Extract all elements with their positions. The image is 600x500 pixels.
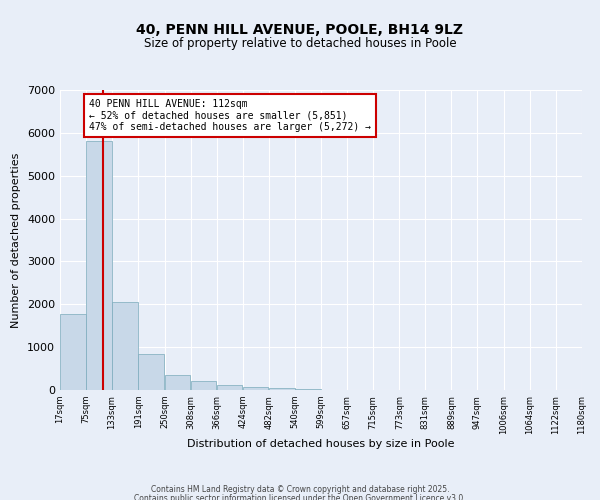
Bar bbox=[165, 374, 190, 390]
Bar bbox=[86, 140, 112, 390]
X-axis label: Distribution of detached houses by size in Poole: Distribution of detached houses by size … bbox=[187, 440, 455, 450]
Bar bbox=[295, 389, 321, 390]
Text: Contains HM Land Registry data © Crown copyright and database right 2025.: Contains HM Land Registry data © Crown c… bbox=[151, 485, 449, 494]
Bar bbox=[217, 385, 242, 390]
Bar bbox=[139, 354, 164, 390]
Text: 40, PENN HILL AVENUE, POOLE, BH14 9LZ: 40, PENN HILL AVENUE, POOLE, BH14 9LZ bbox=[137, 22, 464, 36]
Y-axis label: Number of detached properties: Number of detached properties bbox=[11, 152, 22, 328]
Text: Contains public sector information licensed under the Open Government Licence v3: Contains public sector information licen… bbox=[134, 494, 466, 500]
Bar bbox=[60, 314, 86, 390]
Bar bbox=[243, 386, 268, 390]
Text: 40 PENN HILL AVENUE: 112sqm
← 52% of detached houses are smaller (5,851)
47% of : 40 PENN HILL AVENUE: 112sqm ← 52% of det… bbox=[89, 99, 371, 132]
Bar bbox=[191, 381, 217, 390]
Text: Size of property relative to detached houses in Poole: Size of property relative to detached ho… bbox=[143, 38, 457, 51]
Bar bbox=[112, 302, 138, 390]
Bar bbox=[269, 388, 295, 390]
